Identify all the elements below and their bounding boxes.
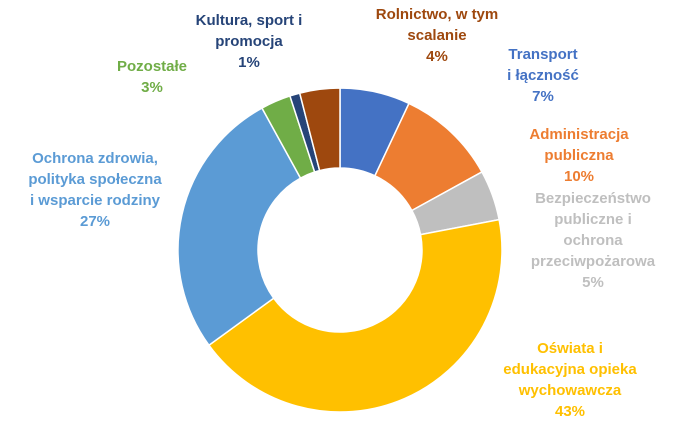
label-bezpieczenstwo-line3: ochrona bbox=[563, 232, 623, 249]
label-administracja-line1: Administracja bbox=[529, 126, 629, 143]
label-kultura: Kultura, sport i promocja 1% bbox=[168, 10, 330, 73]
label-rolnictwo-line2: scalanie bbox=[407, 27, 467, 44]
label-pozostale-line1: Pozostałe bbox=[116, 58, 188, 75]
label-transport: Transport i łączność 7% bbox=[488, 44, 598, 107]
label-kultura-value: 1% bbox=[238, 54, 260, 71]
label-bezpieczenstwo-line2: publiczne i bbox=[554, 211, 632, 228]
label-transport-value: 7% bbox=[532, 88, 554, 105]
slice-ochrona bbox=[177, 107, 302, 347]
label-oswiata-line3: wychowawcza bbox=[518, 382, 622, 399]
label-transport-line2: i łączność bbox=[507, 67, 579, 84]
label-kultura-line2: promocja bbox=[215, 33, 283, 50]
label-pozostale-value: 3% bbox=[141, 79, 163, 96]
slice-rolnictwo bbox=[298, 87, 341, 172]
label-bezpieczenstwo-value: 5% bbox=[582, 274, 604, 291]
label-pozostale: Pozostałe 3% bbox=[102, 56, 202, 98]
label-administracja-line2: publiczna bbox=[544, 147, 614, 164]
label-administracja-value: 10% bbox=[563, 168, 595, 185]
label-transport-line1: Transport bbox=[508, 46, 578, 63]
label-rolnictwo-value: 4% bbox=[426, 48, 448, 65]
label-ochrona-line1: Ochrona zdrowia, bbox=[32, 150, 158, 167]
label-rolnictwo: Rolnictwo, w tym scalanie 4% bbox=[356, 4, 518, 67]
label-bezpieczenstwo-line1: Bezpieczeństwo bbox=[535, 190, 651, 207]
label-oswiata-line1: Oświata i bbox=[537, 340, 603, 357]
label-ochrona-line2: polityka społeczna bbox=[28, 171, 162, 188]
label-oswiata: Oświata i edukacyjna opieka wychowawcza … bbox=[490, 338, 650, 422]
label-ochrona: Ochrona zdrowia, polityka społeczna i ws… bbox=[6, 148, 184, 232]
label-ochrona-line3: i wsparcie rodziny bbox=[29, 192, 161, 209]
label-rolnictwo-line1: Rolnictwo, w tym bbox=[375, 6, 499, 23]
label-bezpieczenstwo: Bezpieczeństwo publiczne i ochrona przec… bbox=[520, 188, 666, 293]
slice-oswiata bbox=[207, 218, 503, 413]
label-oswiata-value: 43% bbox=[554, 403, 586, 420]
label-bezpieczenstwo-line4: przeciwpożarowa bbox=[530, 253, 656, 270]
label-oswiata-line2: edukacyjna opieka bbox=[503, 361, 637, 378]
label-ochrona-value: 27% bbox=[79, 213, 111, 230]
label-administracja: Administracja publiczna 10% bbox=[504, 124, 654, 187]
label-kultura-line1: Kultura, sport i bbox=[195, 12, 303, 29]
